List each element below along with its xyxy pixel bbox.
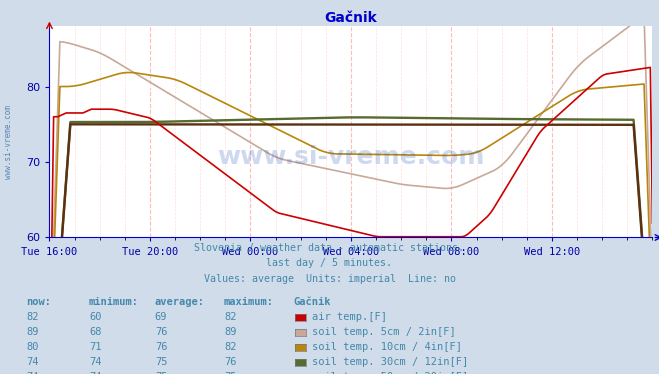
Text: 74: 74 bbox=[26, 372, 39, 374]
Text: last day / 5 minutes.: last day / 5 minutes. bbox=[266, 258, 393, 268]
Text: 89: 89 bbox=[26, 327, 39, 337]
Text: Slovenia / weather data - automatic stations.: Slovenia / weather data - automatic stat… bbox=[194, 243, 465, 252]
Text: 75: 75 bbox=[155, 357, 167, 367]
Text: 89: 89 bbox=[224, 327, 237, 337]
Text: 75: 75 bbox=[155, 372, 167, 374]
Text: soil temp. 5cm / 2in[F]: soil temp. 5cm / 2in[F] bbox=[312, 327, 455, 337]
Text: soil temp. 30cm / 12in[F]: soil temp. 30cm / 12in[F] bbox=[312, 357, 468, 367]
Text: 82: 82 bbox=[224, 342, 237, 352]
Text: Values: average  Units: imperial  Line: no: Values: average Units: imperial Line: no bbox=[204, 274, 455, 284]
Text: 80: 80 bbox=[26, 342, 39, 352]
Text: Gačnik: Gačnik bbox=[293, 297, 331, 307]
Title: Gačnik: Gačnik bbox=[324, 11, 378, 25]
Text: 60: 60 bbox=[89, 312, 101, 322]
Text: 76: 76 bbox=[224, 357, 237, 367]
Text: 75: 75 bbox=[224, 372, 237, 374]
Text: 74: 74 bbox=[89, 372, 101, 374]
Text: 74: 74 bbox=[89, 357, 101, 367]
Text: air temp.[F]: air temp.[F] bbox=[312, 312, 387, 322]
Text: 82: 82 bbox=[224, 312, 237, 322]
Text: 82: 82 bbox=[26, 312, 39, 322]
Text: 69: 69 bbox=[155, 312, 167, 322]
Text: soil temp. 50cm / 20in[F]: soil temp. 50cm / 20in[F] bbox=[312, 372, 468, 374]
Text: 68: 68 bbox=[89, 327, 101, 337]
Text: average:: average: bbox=[155, 297, 205, 307]
Text: 74: 74 bbox=[26, 357, 39, 367]
Text: www.si-vreme.com: www.si-vreme.com bbox=[217, 145, 484, 169]
Text: minimum:: minimum: bbox=[89, 297, 139, 307]
Text: 71: 71 bbox=[89, 342, 101, 352]
Text: 76: 76 bbox=[155, 327, 167, 337]
Text: maximum:: maximum: bbox=[224, 297, 274, 307]
Text: 76: 76 bbox=[155, 342, 167, 352]
Text: www.si-vreme.com: www.si-vreme.com bbox=[4, 105, 13, 179]
Text: now:: now: bbox=[26, 297, 51, 307]
Text: soil temp. 10cm / 4in[F]: soil temp. 10cm / 4in[F] bbox=[312, 342, 462, 352]
